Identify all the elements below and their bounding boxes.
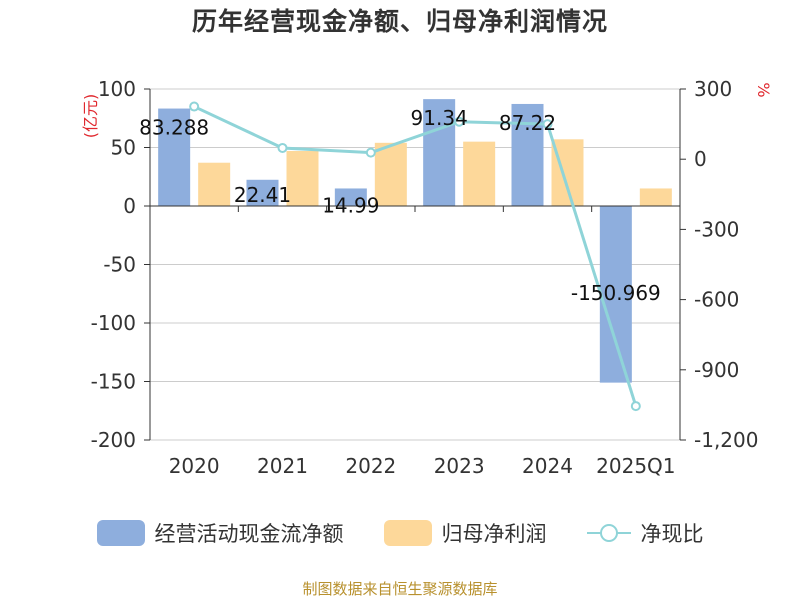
x-tick-label: 2025Q1 xyxy=(596,454,675,478)
y-right-unit: % xyxy=(754,82,773,97)
y-right-tick-label: 0 xyxy=(694,147,707,171)
ratio-point xyxy=(630,401,641,412)
bar-cash xyxy=(246,179,279,206)
bar-cash xyxy=(511,103,544,206)
legend-swatch-cash xyxy=(96,520,145,546)
bar-cash-value-label: -150.969 xyxy=(571,281,661,305)
y-left-tick-label: 0 xyxy=(123,194,136,218)
bar-cash-value-label: 87.22 xyxy=(499,111,556,135)
bar-profit xyxy=(286,151,319,206)
ratio-line xyxy=(193,105,638,407)
bar-cash xyxy=(599,206,632,383)
legend-item-cash[interactable]: 经营活动现金流净额 xyxy=(96,518,344,548)
ratio-point xyxy=(189,101,200,112)
bar-cash xyxy=(334,188,367,206)
bar-cash-value-label: 14.99 xyxy=(322,193,379,217)
bar-cash-value-label: 91.34 xyxy=(411,106,468,130)
y-right-tick-label: -300 xyxy=(694,217,739,241)
y-left-tick-label: 50 xyxy=(111,136,136,160)
bar-cash-value-label: 83.288 xyxy=(139,116,209,140)
y-right-tick-label: -900 xyxy=(694,358,739,382)
chart-title: 历年经营现金净额、归母净利润情况 xyxy=(191,7,608,36)
bar-profit xyxy=(374,142,407,206)
bar-cash xyxy=(158,108,191,206)
y-left-tick-label: -100 xyxy=(91,311,136,335)
x-tick-label: 2022 xyxy=(345,454,396,478)
legend-swatch-ratio xyxy=(586,520,631,546)
ratio-point xyxy=(277,142,288,153)
legend-item-profit[interactable]: 归母净利润 xyxy=(383,518,547,548)
ratio-point xyxy=(454,116,465,127)
y-left-tick-label: -200 xyxy=(91,428,136,452)
y-left-unit: (亿元) xyxy=(81,94,100,139)
legend-label-profit: 归母净利润 xyxy=(441,522,547,546)
bar-cash xyxy=(423,99,456,206)
y-right-tick-label: 300 xyxy=(694,77,732,101)
y-right-tick-label: -600 xyxy=(694,288,739,312)
bar-profit xyxy=(463,141,496,206)
source-note: 制图数据来自恒生聚源数据库 xyxy=(302,580,498,598)
ratio-point xyxy=(365,147,376,158)
y-right-tick-label: -1,200 xyxy=(694,428,758,452)
legend-label-cash: 经营活动现金流净额 xyxy=(154,522,344,546)
ratio-point xyxy=(542,119,553,130)
x-tick-label: 2020 xyxy=(169,454,220,478)
x-tick-label: 2024 xyxy=(522,454,573,478)
legend-item-ratio[interactable]: 净现比 xyxy=(586,518,704,548)
y-left-tick-label: 100 xyxy=(98,77,136,101)
legend-label-ratio: 净现比 xyxy=(640,522,704,546)
x-tick-label: 2021 xyxy=(257,454,308,478)
legend: 经营活动现金流净额 归母净利润 净现比 xyxy=(0,518,800,548)
legend-swatch-profit xyxy=(383,520,432,546)
bar-profit xyxy=(639,188,672,206)
y-left-tick-label: -150 xyxy=(91,370,136,394)
bar-profit xyxy=(198,162,231,206)
bar-cash-value-label: 22.41 xyxy=(234,183,291,207)
y-left-tick-label: -50 xyxy=(103,253,136,277)
x-tick-label: 2023 xyxy=(434,454,485,478)
